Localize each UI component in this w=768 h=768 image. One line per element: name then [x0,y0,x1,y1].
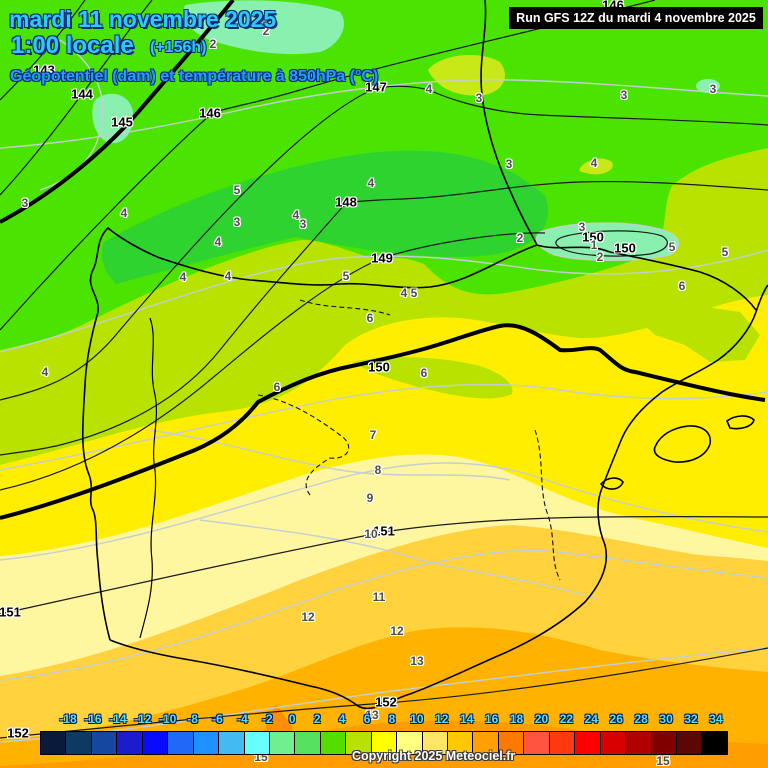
colorbar-cell [142,732,169,754]
colorbar-cell [575,732,601,754]
page-title-date: mardi 11 novembre 2025 [9,6,277,32]
colorbar-cell [702,732,727,754]
colorbar-cell [549,732,576,754]
iberia-north-west-coast [81,226,538,641]
colorbar-cell [168,732,194,754]
colorbar-cell [244,732,270,754]
colorbar-cell [498,732,525,754]
yellowgreen-patches [352,55,760,399]
forecast-offset: (+156h) [150,39,207,56]
colorbar-cell [117,732,143,754]
regional-dashed-borders [257,299,561,581]
colorbar-cell [676,732,703,754]
menorca [726,415,755,430]
french-med-coast [755,284,768,313]
balearic-islands [599,415,755,490]
coastlines-borders [81,0,768,710]
temperature-colorbar [40,731,728,755]
colorbar-cell [371,732,398,754]
contour-150-bold [0,323,766,520]
map-subtitle: Géopotentiel (dam) et température à 850h… [10,68,379,85]
bold-contours [0,0,766,520]
colorbar-cell [193,732,220,754]
colorbar-cell [626,732,652,754]
colorbar-cell [66,732,92,754]
pyrenees-border [536,244,757,311]
colorbar-cell [295,732,321,754]
colorbar-cell [397,732,423,754]
model-run-info-text: Run GFS 12Z du mardi 4 novembre 2025 [516,11,756,25]
colorbar-cell [524,732,550,754]
colorbar-cell [41,732,67,754]
ibiza [599,477,624,490]
colorbar-cell [473,732,499,754]
colorbar-cell [600,732,627,754]
colorbar-cell [651,732,677,754]
colorbar-cell [219,732,245,754]
colorbar-cell [422,732,448,754]
french-atlantic-coast [480,0,538,246]
gray-secondary-lines [0,39,768,743]
colorbar-cell [269,732,296,754]
colorbar-cell [448,732,474,754]
portugal-spain-border [139,317,158,639]
colorbar-cell [91,732,118,754]
iberia-south-east-coast [109,311,757,710]
colorbar-cell [346,732,372,754]
copyright-text: Copyright 2025 Meteociel.fr [352,749,516,763]
contour-145-bold [0,0,235,224]
page-title-time: 1:00 locale [11,32,134,59]
model-run-info-box: Run GFS 12Z du mardi 4 novembre 2025 [509,7,763,29]
mallorca [653,425,712,463]
colorbar-cell [320,732,347,754]
